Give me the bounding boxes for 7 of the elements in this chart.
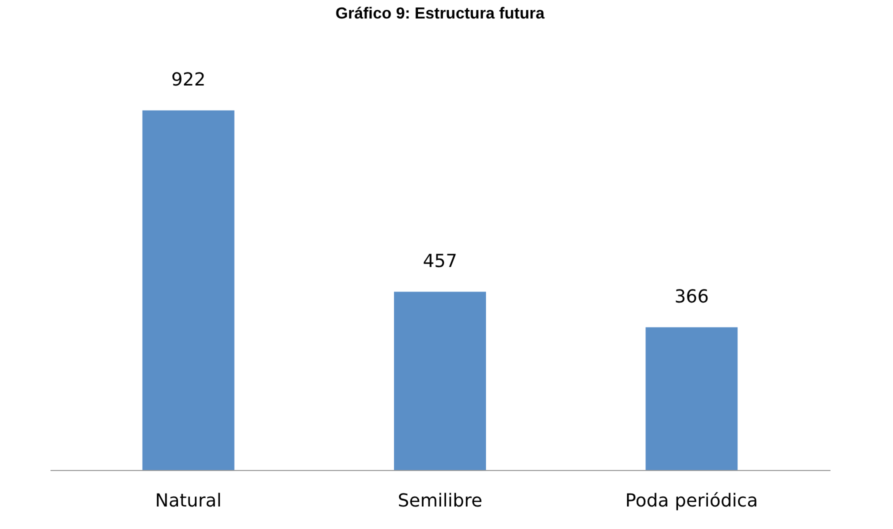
- x-tick-label: Poda periódica: [625, 490, 758, 512]
- x-tick-label: Natural: [155, 490, 222, 512]
- data-label: 366: [674, 286, 709, 308]
- x-tick-label: Semilibre: [398, 490, 482, 512]
- chart-title: Gráfico 9: Estructura futura: [336, 5, 545, 22]
- data-label: 922: [171, 69, 206, 90]
- data-label: 457: [422, 250, 458, 272]
